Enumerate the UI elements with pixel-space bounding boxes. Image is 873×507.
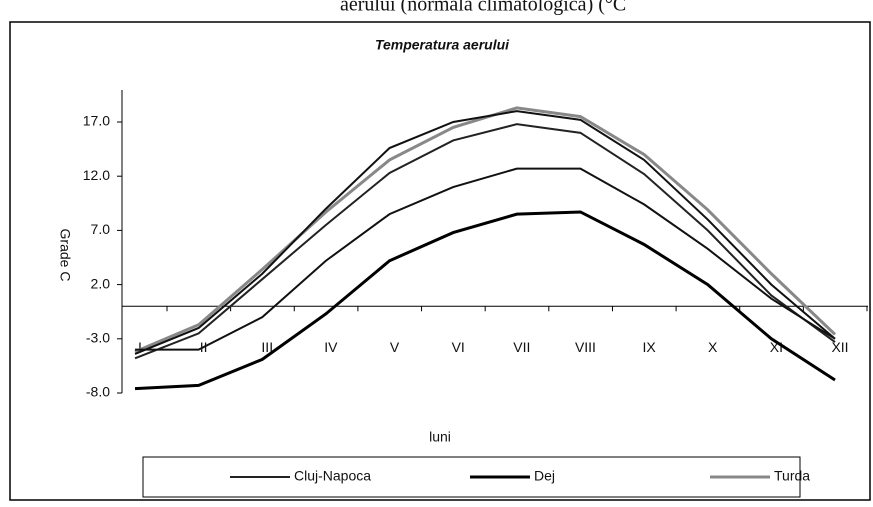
y-tick-label: 17.0 [83,113,110,129]
x-tick-label: IV [324,339,338,355]
x-tick-label: VIII [575,339,596,355]
x-axis-label: luni [429,429,451,445]
x-tick-label: III [261,339,273,355]
series-line [134,123,836,360]
y-tick-label: -8.0 [86,384,110,400]
page-header: aerului (normala climatologica) (°C [340,0,626,16]
x-tick-label: VI [452,339,465,355]
series-line [134,210,836,391]
chart-frame [9,21,871,501]
x-tick-label: X [708,339,718,355]
series-line [134,110,836,355]
legend-label: Turda [774,468,810,484]
y-axis-label: Grade C [57,229,73,282]
x-tick-label: I [138,339,142,355]
x-tick-label: VII [513,339,530,355]
x-tick-label: V [390,339,400,355]
y-tick-label: 2.0 [91,275,111,291]
legend-box [142,456,801,498]
chart-title: Temperatura aerului [375,37,510,53]
y-tick-label: 12.0 [83,167,110,183]
y-tick-label: -3.0 [86,330,110,346]
y-tick-label: 7.0 [91,221,111,237]
series-line [134,106,837,354]
x-tick-label: IX [642,339,656,355]
x-tick-label: XII [831,339,848,355]
series-line [135,167,836,351]
legend-label: Dej [534,468,555,484]
legend-label: Cluj-Napoca [294,468,371,484]
